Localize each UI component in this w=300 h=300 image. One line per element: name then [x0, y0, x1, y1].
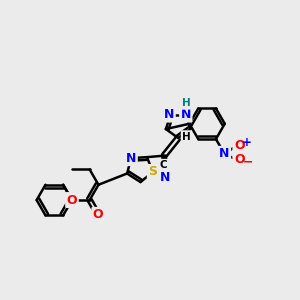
Text: C: C — [160, 160, 167, 170]
Text: N: N — [181, 108, 191, 121]
Text: S: S — [148, 166, 157, 178]
Text: N: N — [126, 152, 136, 165]
Text: N: N — [160, 171, 171, 184]
Text: O: O — [234, 139, 244, 152]
Text: H: H — [182, 131, 191, 142]
Text: −: − — [243, 156, 253, 169]
Text: O: O — [234, 153, 244, 166]
Text: +: + — [241, 136, 251, 148]
Text: O: O — [67, 194, 77, 207]
Text: N: N — [164, 108, 174, 121]
Text: O: O — [93, 208, 104, 221]
Text: N: N — [219, 147, 230, 160]
Text: H: H — [182, 98, 191, 108]
